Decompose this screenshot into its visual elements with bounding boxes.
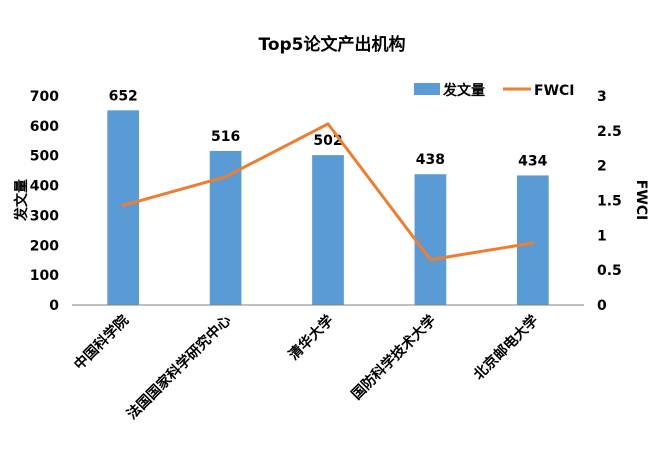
y-axis-right-title: FWCI (633, 180, 649, 221)
x-tick-label-4: 北京邮电大学 (470, 312, 541, 383)
y-left-tick-label-7: 700 (30, 89, 59, 105)
fwci-point-1 (224, 175, 228, 179)
legend-label-bar: 发文量 (442, 82, 485, 99)
x-tick-label-1: 法国国家科学研究中心 (123, 312, 234, 423)
chart-title: Top5论文产出机构 (258, 34, 405, 55)
y-right-tick-label-5: 2.5 (597, 124, 622, 140)
y-left-tick-label-1: 100 (30, 268, 59, 284)
fwci-point-4 (531, 241, 535, 245)
bar-3 (414, 174, 447, 305)
bar-data-label-0: 652 (109, 88, 138, 104)
bar-data-label-3: 438 (416, 152, 445, 168)
bar-series (107, 110, 549, 306)
y-right-tick-label-1: 0.5 (597, 263, 622, 279)
y-left-tick-label-5: 500 (30, 149, 59, 165)
y-left-tick-label-3: 300 (30, 208, 59, 224)
bar-data-labels: 652 516 502 438 434 (109, 88, 548, 169)
y-right-tick-label-0: 0 (597, 298, 607, 314)
y-right-tick-label-2: 1 (597, 228, 607, 244)
y-left-tick-label-4: 400 (30, 179, 59, 195)
y-axis-right-ticks: 0 0.5 1 1.5 2 2.5 3 (597, 89, 622, 314)
legend-swatch-bar (414, 83, 440, 95)
bar-2 (312, 155, 344, 305)
bar-0 (107, 110, 140, 306)
y-axis-left-title: 发文量 (13, 179, 30, 222)
x-tick-label-0: 中国科学院 (71, 312, 133, 374)
y-right-tick-label-4: 2 (597, 159, 607, 175)
bar-data-label-4: 434 (518, 153, 547, 169)
bar-data-label-2: 502 (313, 133, 342, 149)
bar-1 (209, 150, 242, 305)
fwci-point-0 (121, 203, 125, 207)
x-tick-label-2: 清华大学 (285, 312, 337, 364)
y-axis-left-ticks: 0 100 200 300 400 500 600 700 (30, 89, 59, 314)
bar-data-label-1: 516 (211, 129, 240, 145)
legend: 发文量 FWCI (414, 82, 575, 99)
y-right-tick-label-6: 3 (597, 89, 607, 105)
y-right-tick-label-3: 1.5 (597, 194, 622, 210)
fwci-point-3 (428, 258, 432, 262)
fwci-point-2 (326, 122, 330, 126)
y-left-tick-label-6: 600 (30, 119, 59, 135)
y-left-tick-label-0: 0 (49, 298, 59, 314)
x-tick-label-3: 国防科学技术大学 (348, 312, 439, 403)
bar-4 (516, 175, 549, 305)
legend-label-line: FWCI (534, 83, 575, 99)
fwci-line-series (121, 122, 535, 262)
y-left-tick-label-2: 200 (30, 238, 59, 254)
